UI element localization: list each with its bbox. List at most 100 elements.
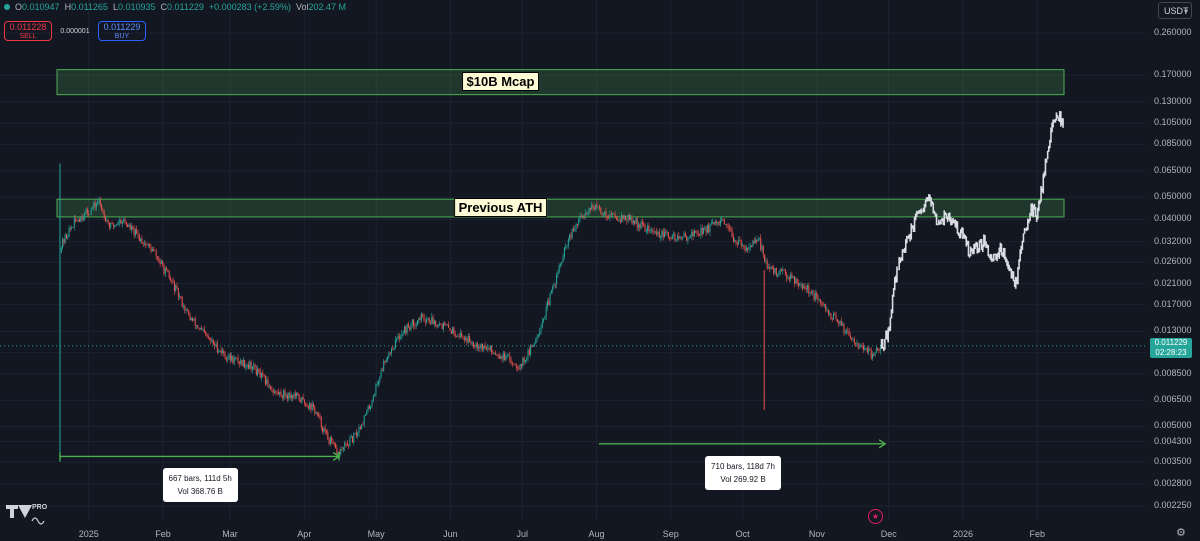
candle-body bbox=[326, 430, 327, 433]
candle-body bbox=[584, 212, 586, 219]
zone-rect[interactable] bbox=[56, 198, 1065, 218]
candle-body bbox=[678, 235, 680, 239]
candle-body bbox=[459, 333, 461, 337]
candle-body bbox=[722, 219, 724, 220]
spread-value: 0.000001 bbox=[60, 27, 90, 35]
candle-body bbox=[66, 234, 67, 238]
candle-body bbox=[374, 394, 376, 396]
candle-body bbox=[647, 225, 649, 232]
candle-body bbox=[134, 229, 136, 236]
candle-body bbox=[575, 224, 577, 230]
candle-body bbox=[545, 306, 547, 317]
candle-body bbox=[596, 204, 598, 207]
candle-body bbox=[543, 318, 545, 322]
zone-rect[interactable] bbox=[56, 69, 1065, 96]
ohlc-high: H0.011265 bbox=[64, 2, 108, 12]
candle-body bbox=[660, 236, 662, 238]
candle-body bbox=[619, 219, 621, 222]
last-price-value: 0.011229 bbox=[1154, 338, 1188, 347]
candle-body bbox=[511, 363, 513, 365]
candle-body bbox=[614, 214, 616, 219]
candle-body bbox=[287, 395, 288, 399]
gear-icon[interactable]: ⚙ bbox=[1176, 527, 1186, 539]
chart-zones bbox=[56, 69, 1065, 218]
candle-body bbox=[378, 381, 379, 385]
chart-grid bbox=[0, 0, 1146, 520]
buy-button[interactable]: 0.011229 BUY bbox=[98, 21, 146, 41]
sell-button[interactable]: 0.011228 SELL bbox=[4, 21, 52, 41]
candle-body bbox=[558, 265, 560, 273]
candle-body bbox=[197, 325, 199, 328]
candle-body bbox=[396, 338, 398, 340]
candle-body bbox=[768, 267, 769, 269]
zone-label[interactable]: $10B Mcap bbox=[461, 72, 540, 92]
candle-body bbox=[419, 318, 421, 320]
candle-body bbox=[514, 364, 516, 366]
candle-body bbox=[227, 358, 229, 360]
candle-body bbox=[294, 393, 296, 397]
candle-body bbox=[501, 356, 503, 360]
candle-body bbox=[467, 335, 469, 343]
candle-body bbox=[238, 362, 240, 364]
candle-body bbox=[311, 404, 313, 410]
candle-body bbox=[426, 319, 428, 323]
candle-body bbox=[355, 432, 357, 436]
candle-body bbox=[617, 219, 619, 221]
candle-body bbox=[114, 225, 116, 227]
candle-body bbox=[185, 309, 187, 311]
candle-body bbox=[718, 221, 720, 226]
y-tick-label: 0.130000 bbox=[1154, 96, 1192, 107]
candle-body bbox=[284, 390, 286, 397]
candle-body bbox=[653, 230, 655, 233]
candle-body bbox=[640, 221, 642, 229]
candle-body bbox=[716, 221, 717, 224]
candle-body bbox=[860, 345, 862, 348]
candle-body bbox=[222, 350, 223, 353]
candle-body bbox=[218, 351, 220, 353]
tradingview-logo[interactable]: PRO bbox=[4, 501, 52, 525]
candle-body bbox=[710, 223, 712, 224]
candle-body bbox=[605, 211, 607, 217]
candle-body bbox=[125, 222, 127, 225]
candles-layer bbox=[59, 163, 881, 463]
candle-body bbox=[172, 281, 174, 282]
candle-body bbox=[787, 277, 789, 279]
candle-body bbox=[487, 347, 489, 349]
candle-body bbox=[370, 406, 372, 409]
candle-body bbox=[606, 216, 608, 218]
candle-body bbox=[463, 337, 465, 341]
candle-body bbox=[818, 299, 820, 301]
candle-body bbox=[658, 231, 660, 238]
candle-body bbox=[840, 320, 842, 326]
currency-selector[interactable]: USDT bbox=[1158, 2, 1192, 20]
candle-body bbox=[219, 350, 221, 352]
candle-body bbox=[739, 240, 741, 241]
candle-body bbox=[344, 442, 346, 448]
candle-body bbox=[359, 427, 361, 430]
candle-body bbox=[808, 285, 810, 294]
candle-body bbox=[636, 218, 638, 228]
candle-body bbox=[235, 357, 236, 359]
candle-body bbox=[758, 237, 760, 239]
candle-body bbox=[623, 215, 625, 220]
candle-body bbox=[661, 230, 663, 237]
candle-body bbox=[869, 348, 871, 350]
candle-body bbox=[159, 261, 161, 264]
candle-body bbox=[240, 359, 242, 364]
candle-body bbox=[146, 244, 148, 246]
candle-body bbox=[712, 221, 714, 224]
candle-body bbox=[773, 267, 775, 274]
candle-body bbox=[277, 392, 279, 395]
candle-body bbox=[748, 247, 750, 250]
candle-body bbox=[657, 231, 659, 235]
event-marker-icon[interactable]: ★ bbox=[868, 509, 883, 524]
candle-body bbox=[280, 391, 282, 397]
candle-body bbox=[857, 342, 859, 348]
candle-body bbox=[446, 324, 448, 326]
candle-body bbox=[701, 228, 703, 235]
zone-label[interactable]: Previous ATH bbox=[453, 198, 548, 218]
candle-body bbox=[820, 299, 821, 303]
candle-body bbox=[99, 200, 101, 206]
candle-body bbox=[80, 217, 82, 222]
